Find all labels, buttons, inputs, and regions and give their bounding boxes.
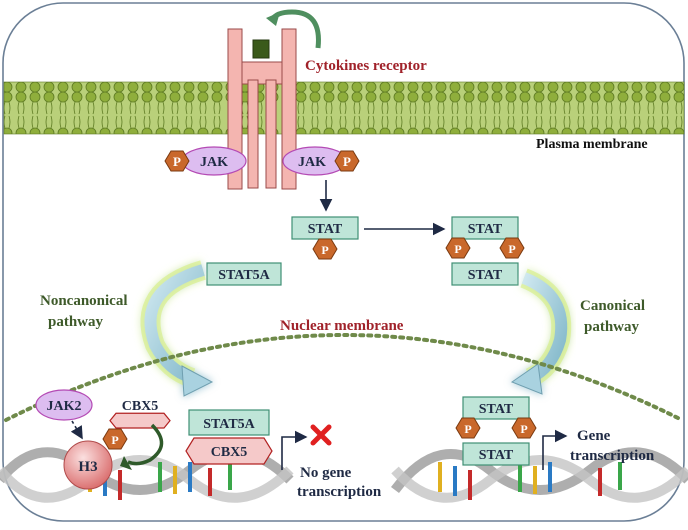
svg-text:STAT: STAT bbox=[479, 402, 514, 417]
stat-dimer-top: STAT P P STAT bbox=[445, 216, 525, 286]
gene-label-1: Gene bbox=[577, 428, 611, 444]
svg-text:H3: H3 bbox=[78, 459, 97, 475]
phospho-icon bbox=[102, 428, 128, 450]
svg-text:P: P bbox=[111, 433, 118, 447]
plasma-membrane bbox=[3, 81, 685, 135]
gene-label-2: transcription bbox=[570, 448, 655, 464]
noncanonical-label-2: pathway bbox=[48, 314, 104, 330]
phospho-icon bbox=[445, 237, 471, 259]
phospho-icon bbox=[334, 150, 360, 172]
svg-text:P: P bbox=[508, 242, 515, 256]
phospho-icon bbox=[312, 238, 338, 260]
svg-text:JAK2: JAK2 bbox=[47, 399, 82, 414]
svg-text:CBX5: CBX5 bbox=[211, 445, 248, 460]
phospho-icon bbox=[499, 237, 525, 259]
canonical-label-1: Canonical bbox=[580, 298, 645, 314]
nuclear-membrane-label: Nuclear membrane bbox=[280, 318, 404, 334]
plasma-membrane-label: Plasma membrane bbox=[536, 137, 648, 152]
svg-text:CBX5: CBX5 bbox=[122, 399, 159, 414]
svg-text:STAT5A: STAT5A bbox=[218, 268, 270, 283]
dna-helix-right bbox=[391, 447, 688, 503]
stat5a-cytoplasm: STAT5A bbox=[206, 262, 282, 286]
jak-left-label: JAK bbox=[200, 155, 228, 170]
histone-h3: H3 P bbox=[63, 428, 128, 490]
svg-text:P: P bbox=[520, 422, 527, 436]
cytokine-ligand bbox=[252, 39, 270, 59]
svg-text:STAT: STAT bbox=[308, 222, 343, 237]
noncanonical-label-1: Noncanonical bbox=[40, 293, 128, 309]
jak2: JAK2 bbox=[35, 389, 93, 421]
blocked-transcription-arrow bbox=[281, 430, 308, 470]
active-transcription-arrow bbox=[542, 429, 568, 470]
svg-text:P: P bbox=[321, 243, 328, 257]
cell-outline bbox=[2, 2, 685, 522]
stat-dimer-nucleus: STAT P P STAT bbox=[455, 396, 537, 466]
svg-text:STAT5A: STAT5A bbox=[203, 417, 255, 432]
svg-text:STAT: STAT bbox=[479, 448, 514, 463]
noncanonical-arrow bbox=[140, 260, 214, 397]
phospho-icon bbox=[164, 150, 190, 172]
phospho-icon bbox=[511, 417, 537, 439]
svg-text:P: P bbox=[343, 154, 351, 169]
canonical-arrow bbox=[510, 268, 572, 395]
cytokine-receptor bbox=[227, 9, 321, 190]
svg-text:STAT: STAT bbox=[468, 222, 503, 237]
no-gene-label-1: No gene bbox=[300, 465, 352, 481]
jak-left: JAK P bbox=[164, 146, 247, 176]
svg-text:P: P bbox=[464, 422, 471, 436]
nuclear-membrane bbox=[4, 333, 684, 422]
svg-text:P: P bbox=[454, 242, 461, 256]
red-x-icon bbox=[310, 424, 332, 446]
jak-right: JAK P bbox=[282, 146, 360, 176]
phospho-icon bbox=[455, 417, 481, 439]
no-gene-label-2: transcription bbox=[297, 484, 382, 500]
cytokines-receptor-label: Cytokines receptor bbox=[305, 58, 427, 74]
svg-text:STAT: STAT bbox=[468, 268, 503, 283]
stat-phosphorylated: STAT P bbox=[291, 216, 359, 260]
stat5a-cbx5-complex: STAT5A CBX5 bbox=[185, 409, 273, 465]
canonical-label-2: pathway bbox=[584, 319, 640, 335]
svg-text:P: P bbox=[173, 154, 181, 169]
jak-right-label: JAK bbox=[298, 155, 326, 170]
cbx5-left: CBX5 bbox=[109, 399, 171, 429]
arrow-jak2-to-h3 bbox=[70, 420, 83, 440]
cbx5-binding-arrow bbox=[127, 423, 164, 466]
